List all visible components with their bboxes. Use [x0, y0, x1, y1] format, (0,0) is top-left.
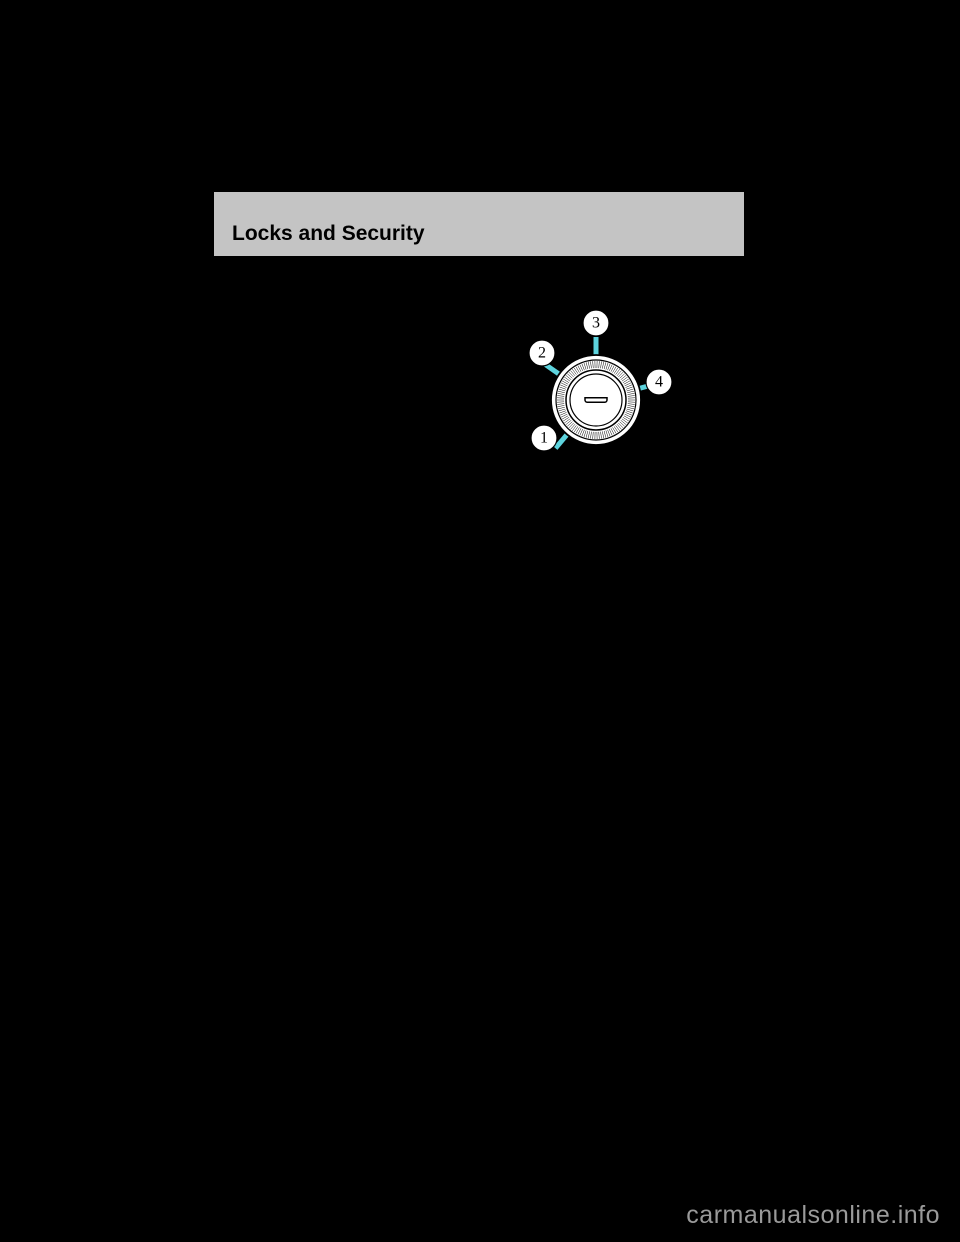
page-header: Locks and Security: [214, 192, 744, 256]
position-label-number: 4: [655, 374, 663, 391]
position-label-number: 3: [592, 315, 600, 332]
ignition-diagram: 1 2 3 4: [496, 300, 696, 500]
position-label-number: 2: [538, 345, 546, 362]
page-title: Locks and Security: [232, 222, 425, 246]
watermark-text: carmanualsonline.info: [686, 1201, 940, 1230]
ignition-cylinder-inner: [570, 374, 622, 426]
position-label-number: 1: [540, 430, 548, 447]
